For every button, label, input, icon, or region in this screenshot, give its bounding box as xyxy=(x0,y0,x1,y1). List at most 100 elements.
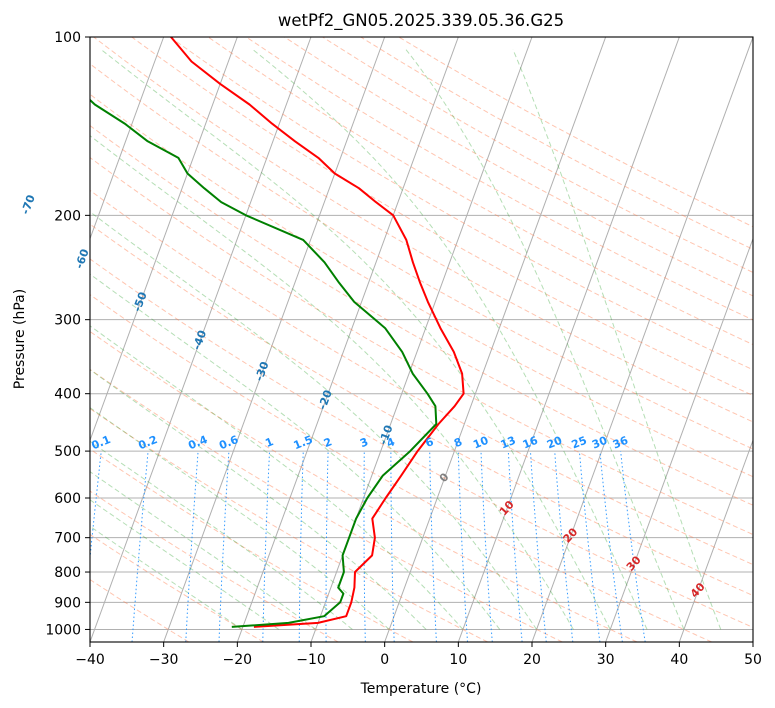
isotherm-line xyxy=(90,37,238,442)
mixing-ratio-label: 0.6 xyxy=(217,433,240,452)
x-tick-label: −10 xyxy=(296,652,326,668)
mixing-ratio-label: 0.2 xyxy=(136,433,159,452)
isotherm-label: -40 xyxy=(190,328,209,351)
y-tick-label: 1000 xyxy=(45,622,81,638)
x-tick-label: −40 xyxy=(75,652,105,668)
dry-adiabat xyxy=(245,37,753,321)
dewpoint-profile xyxy=(90,98,438,628)
dry-adiabat xyxy=(90,578,190,642)
mixing-ratio-line xyxy=(529,451,547,642)
moist-adiabat xyxy=(90,211,537,630)
dry-adiabat xyxy=(90,223,753,597)
dry-adiabat xyxy=(90,407,488,642)
mixing-ratio-label: 4 xyxy=(385,435,397,450)
dry-adiabat xyxy=(398,37,753,228)
isotherm-label: -60 xyxy=(73,247,92,270)
mixing-ratio-label: 16 xyxy=(521,434,540,452)
mixing-ratio-label: 13 xyxy=(499,434,518,452)
mixing-ratio-line xyxy=(554,451,574,642)
axes: −40 −30 −20 −10 0 10 20 30 40 5010020030040050060… xyxy=(45,30,762,668)
mixing-ratio-line xyxy=(390,451,395,642)
moist-adiabat xyxy=(90,407,390,630)
moist-adiabat xyxy=(512,49,722,630)
y-tick-label: 100 xyxy=(54,30,81,46)
moist-adiabat-label: 0 xyxy=(437,470,452,485)
y-tick-label: 600 xyxy=(54,491,81,507)
mixing-ratio-line xyxy=(131,451,149,642)
moist-adiabat xyxy=(90,525,243,630)
isotherm-label: -20 xyxy=(316,388,335,411)
dry-adiabat xyxy=(90,189,753,566)
mixing-ratio-line xyxy=(507,451,523,642)
dry-adiabat xyxy=(90,258,753,628)
dry-adiabat xyxy=(322,37,753,273)
mixing-ratio-line xyxy=(457,451,468,642)
moist-adiabat xyxy=(90,499,280,630)
isotherm-line xyxy=(90,37,312,642)
y-axis-label: Pressure (hPa) xyxy=(12,289,28,389)
mixing-ratio-line xyxy=(363,451,366,642)
mixing-ratio-label: 1 xyxy=(263,435,275,450)
isotherm-line xyxy=(605,237,753,642)
dry-adiabat xyxy=(90,156,753,536)
mixing-ratio-label: 25 xyxy=(570,434,589,452)
isotherm-label: -50 xyxy=(131,290,150,313)
dry-adiabat xyxy=(284,37,753,297)
mixing-ratio-line xyxy=(262,451,270,642)
mixing-ratio-label: 1.5 xyxy=(292,433,315,452)
mixing-ratio-label: 20 xyxy=(545,434,564,452)
isotherm-label: -70 xyxy=(19,193,38,216)
x-tick-label: 10 xyxy=(449,652,467,668)
moist-adiabat-label: 30 xyxy=(624,553,644,573)
isotherm-line xyxy=(678,438,753,642)
dry-adiabat xyxy=(90,448,414,642)
profile-lines xyxy=(90,37,465,628)
x-tick-label: −30 xyxy=(149,652,179,668)
y-tick-label: 300 xyxy=(54,313,81,329)
isotherm-line xyxy=(457,37,680,642)
x-tick-label: 0 xyxy=(380,652,389,668)
isotherm-line xyxy=(752,640,753,642)
x-tick-label: 30 xyxy=(597,652,615,668)
dry-adiabat xyxy=(90,330,638,642)
mixing-ratio-label: 30 xyxy=(590,434,609,452)
mixing-ratio-line xyxy=(578,451,601,642)
isotherm-label: -30 xyxy=(253,359,272,382)
dry-adiabat xyxy=(90,533,264,642)
mixing-ratio-line xyxy=(218,451,230,642)
mixing-ratio-label: 8 xyxy=(452,435,464,450)
moist-adiabat xyxy=(90,325,464,630)
x-axis-label: Temperature (°C) xyxy=(360,681,482,697)
mixing-ratio-line xyxy=(599,451,623,642)
isotherm-line xyxy=(531,37,753,642)
dry-adiabat xyxy=(90,368,563,642)
isotherm-line xyxy=(236,37,459,642)
isotherm-line xyxy=(163,37,386,642)
mixing-ratio-line xyxy=(620,451,646,642)
mixing-ratio-line xyxy=(185,451,199,642)
moist-adiabat-label: 20 xyxy=(560,525,580,545)
line-labels: -100-90-80-70-60-50-40-30-20-100.10.20.4… xyxy=(19,193,708,601)
dry-adiabat xyxy=(90,294,712,642)
dry-adiabat xyxy=(90,93,753,478)
y-tick-label: 500 xyxy=(54,444,81,460)
moist-adiabat-label: 40 xyxy=(688,580,708,600)
y-tick-label: 900 xyxy=(54,595,81,611)
mixing-ratio-label: 6 xyxy=(424,435,436,450)
chart-title: wetPf2_GN05.2025.339.05.36.G25 xyxy=(278,11,564,31)
y-tick-label: 700 xyxy=(54,531,81,547)
y-tick-label: 400 xyxy=(54,387,81,403)
y-tick-label: 200 xyxy=(54,208,81,224)
dry-adiabat xyxy=(90,490,339,642)
isotherm-line xyxy=(384,37,607,642)
dry-adiabat xyxy=(93,37,753,423)
mixing-ratio-label: 36 xyxy=(611,434,630,452)
moist-adiabat xyxy=(252,49,648,630)
dry-adiabat xyxy=(90,124,753,506)
moist-adiabat-label: 10 xyxy=(497,498,517,518)
dry-adiabat xyxy=(90,63,753,450)
temperature-profile xyxy=(170,37,465,628)
mixing-ratio-line xyxy=(90,451,102,563)
mixing-ratio-label: 10 xyxy=(471,434,490,452)
